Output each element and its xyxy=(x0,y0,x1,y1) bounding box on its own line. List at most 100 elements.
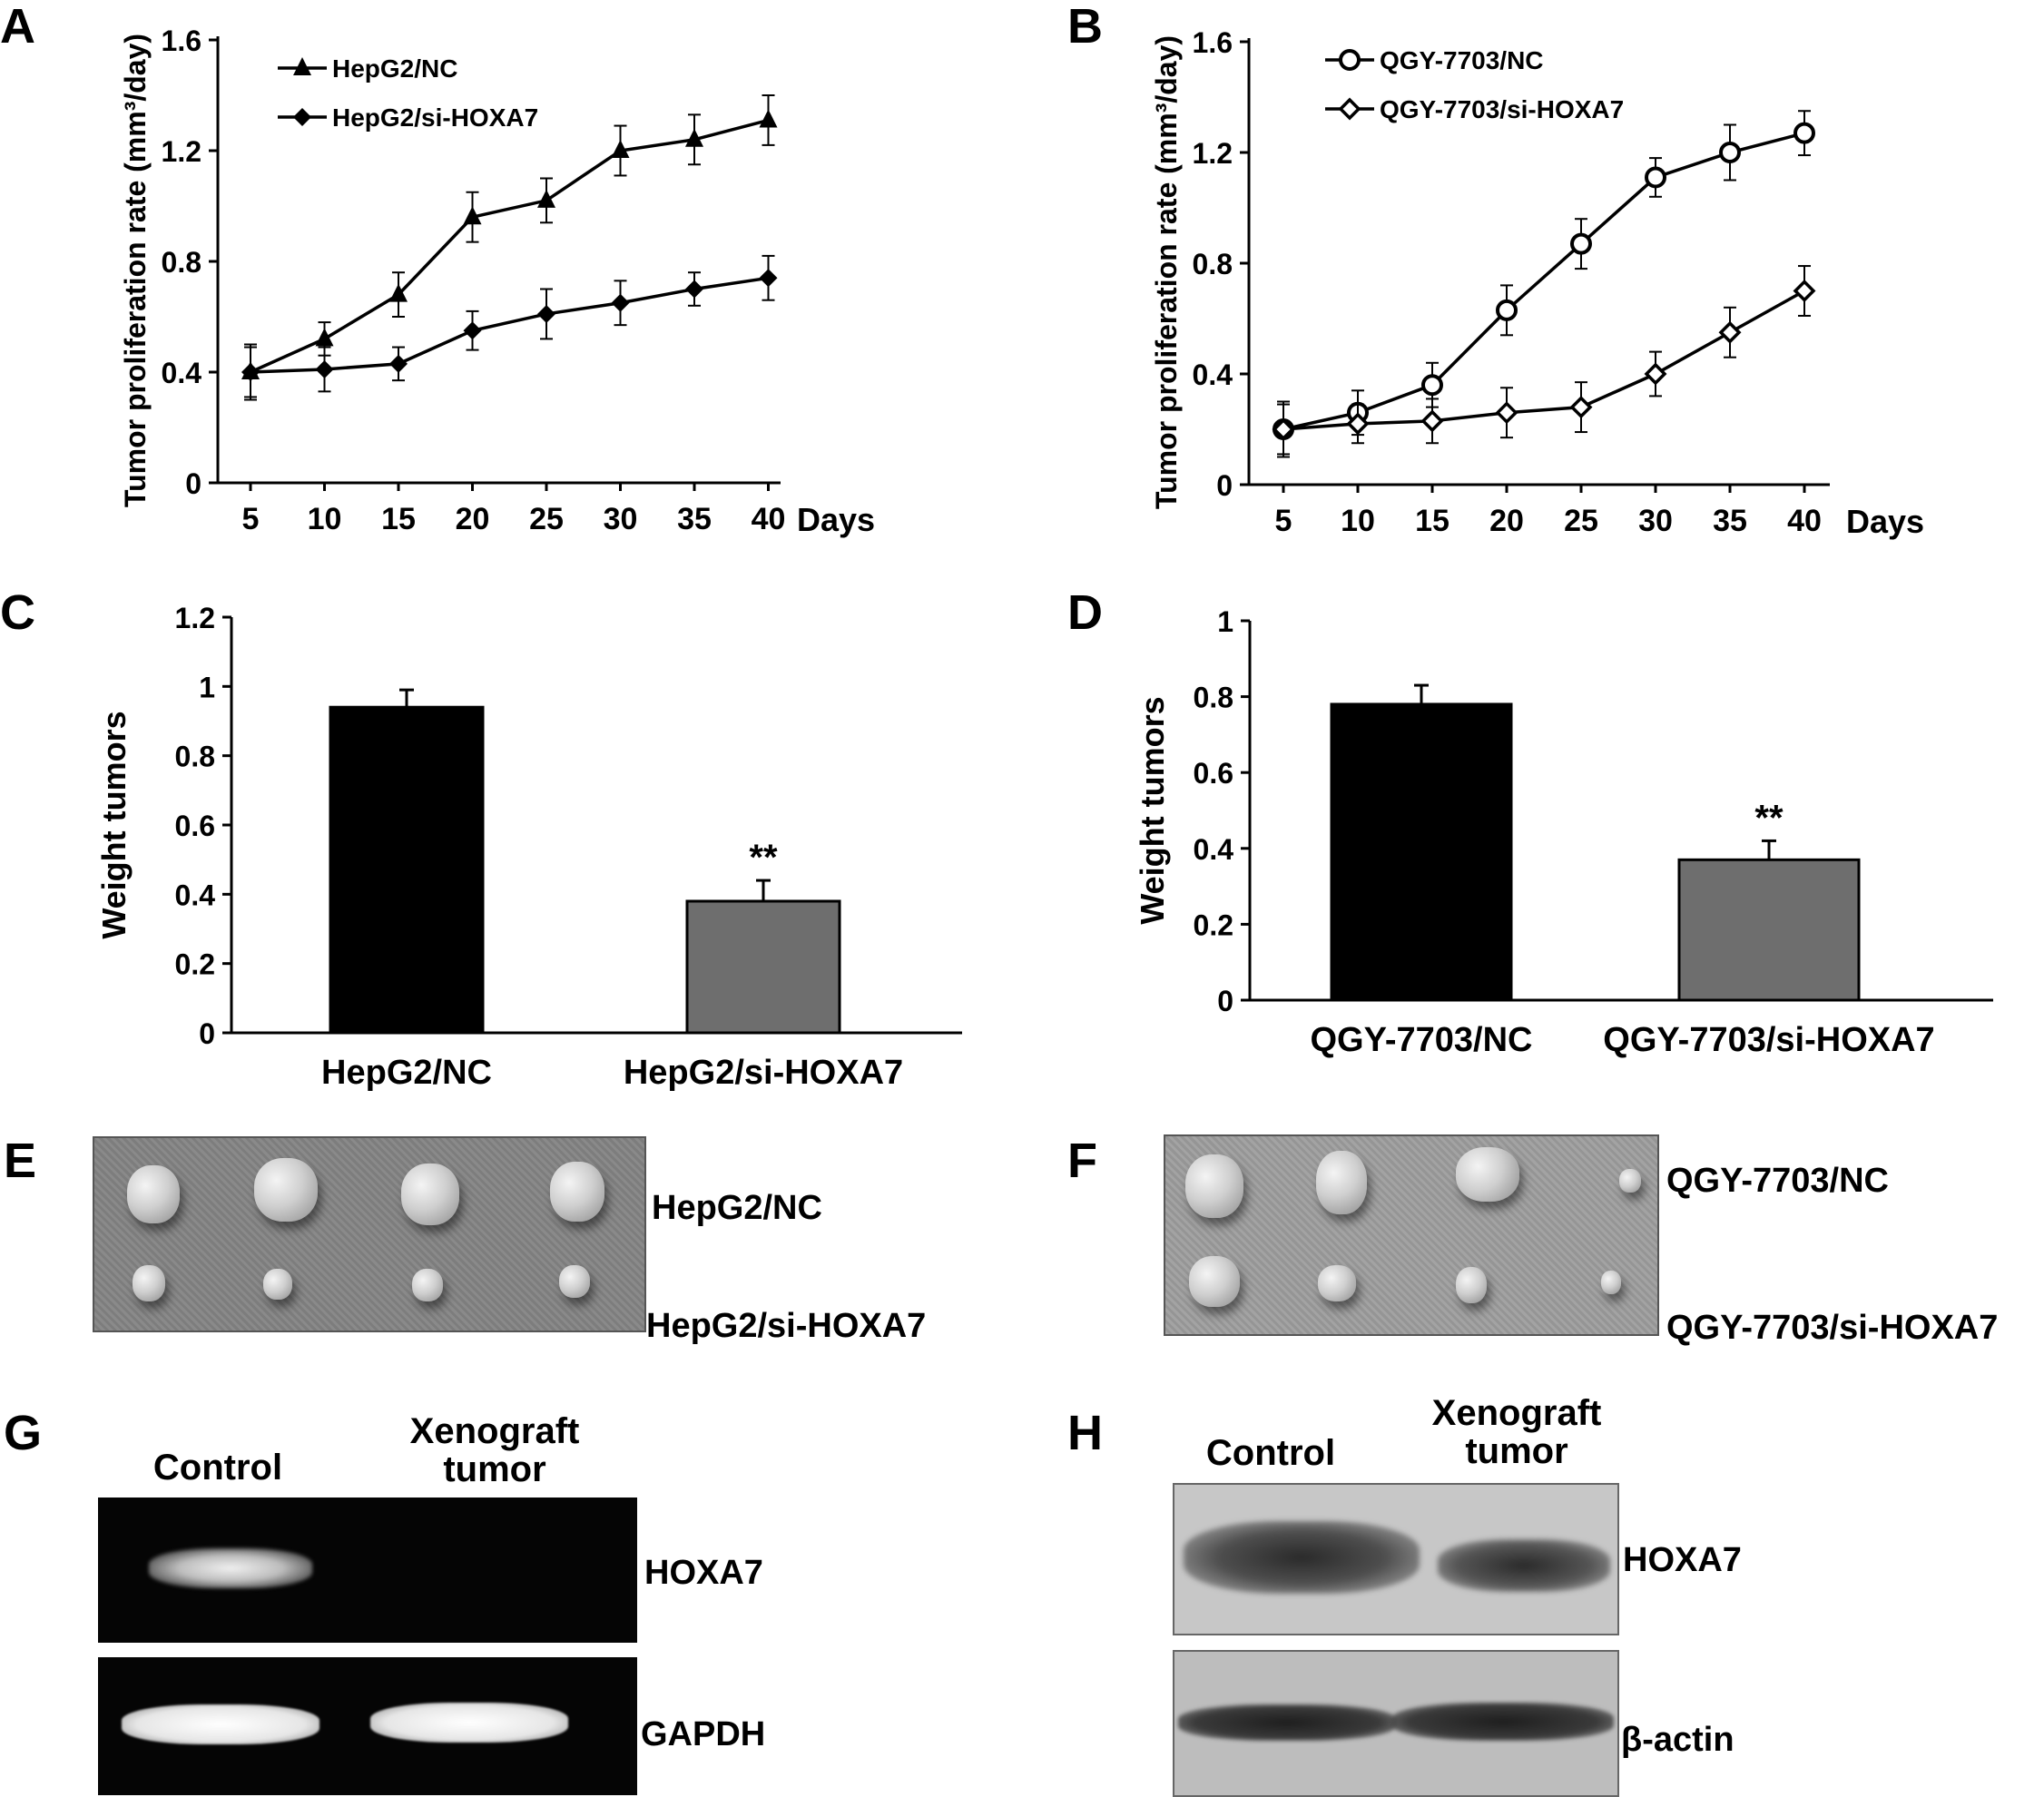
chart-a-series-1-point xyxy=(611,140,630,158)
photo-e-label-nc: HepG2/NC xyxy=(652,1189,822,1227)
chart-b-series-1-point xyxy=(1496,299,1518,321)
chart-b-series-2-point xyxy=(1346,412,1370,436)
chart-d-category-label-1: QGY-7703/NC xyxy=(1311,1021,1533,1059)
chart-b-series-1-point xyxy=(1570,232,1592,255)
chart-c-ytick-label: 0 xyxy=(199,1017,215,1050)
blot-h-hoxa7-band-xenograft xyxy=(1438,1539,1610,1592)
panel-label-a: A xyxy=(0,0,35,54)
chart-a-series-1-point xyxy=(685,128,703,147)
chart-c-ytick-label: 0.4 xyxy=(175,879,216,911)
chart-a-xtick-label: 30 xyxy=(604,502,638,536)
chart-b-series-2-point xyxy=(1644,362,1667,386)
chart-c-category-label-2: HepG2/si-HOXA7 xyxy=(624,1054,903,1092)
chart-a-series-1-point xyxy=(315,328,334,347)
chart-b-series-2-point xyxy=(1569,396,1593,419)
tumor-e-nc-4 xyxy=(550,1162,604,1222)
panel-label-f: F xyxy=(1067,1134,1097,1188)
chart-b-series-1-point xyxy=(1793,122,1815,144)
chart-c-ytick-label: 0.8 xyxy=(175,741,215,773)
gel-g-lane-control: Control xyxy=(152,1448,283,1488)
chart-a-ytick-label: 0 xyxy=(185,467,201,500)
chart-c-ytick-label: 1 xyxy=(199,671,215,703)
panel-label-e: E xyxy=(4,1134,37,1188)
chart-d-ytick-label: 0.2 xyxy=(1194,908,1233,941)
gel-g-hoxa7-band-control xyxy=(149,1548,312,1588)
gel-g-hoxa7 xyxy=(98,1498,637,1643)
bar-chart-d: 0 0.2 0.4 0.6 0.8 1 Weight tumors QGY-7703/NC **… xyxy=(1134,605,1993,1059)
chart-b-series-1-point xyxy=(1645,166,1666,189)
blot-h-label-hoxa7: HOXA7 xyxy=(1623,1541,1742,1579)
chart-b-series-2-line xyxy=(1282,289,1805,431)
gel-g-lane-xenograft: Xenograft tumor xyxy=(409,1411,580,1489)
tumor-e-si-3 xyxy=(412,1269,443,1301)
chart-b-ytick-label: 0.8 xyxy=(1193,248,1233,280)
chart-a-ylabel: Tumor proliferation rate (mm³/day) xyxy=(119,34,152,507)
chart-a-xtick-label: 15 xyxy=(381,502,416,536)
chart-b-series-1-point xyxy=(1421,374,1443,397)
chart-c-ytick-label: 0.6 xyxy=(175,810,215,842)
chart-d-ytick-label: 1 xyxy=(1217,605,1233,638)
chart-a-series-1-point xyxy=(537,189,555,208)
chart-a-legend-label: HepG2/si-HOXA7 xyxy=(332,103,538,132)
chart-c-bar-1 xyxy=(329,705,485,1035)
panel-label-c: C xyxy=(0,585,35,640)
chart-b-ytick-label: 1.2 xyxy=(1193,137,1233,170)
tumor-f-si-4 xyxy=(1601,1271,1621,1294)
line-chart-a: 0 0.4 0.8 1.2 1.6 5 10 15 20 25 30 35 40 Days Tumor pr… xyxy=(119,25,875,538)
chart-d-category-label-2: QGY-7703/si-HOXA7 xyxy=(1603,1021,1934,1059)
chart-d-ytick-label: 0.4 xyxy=(1194,833,1234,866)
chart-a-xtick-label: 5 xyxy=(242,502,260,536)
chart-c-bar-2-significance: ** xyxy=(749,838,778,878)
panel-label-b: B xyxy=(1067,0,1103,54)
chart-c-category-label-1: HepG2/NC xyxy=(321,1054,492,1092)
chart-a-series-2-point xyxy=(685,280,703,299)
tumor-e-nc-1 xyxy=(127,1165,180,1223)
chart-b-series-1-point xyxy=(1719,142,1741,163)
chart-b-series-1-line xyxy=(1282,131,1805,431)
chart-b-series-2-point xyxy=(1718,320,1742,344)
tumor-e-si-4 xyxy=(559,1265,590,1298)
tumor-f-nc-2 xyxy=(1316,1151,1367,1214)
chart-b-xtick-label: 10 xyxy=(1341,504,1375,538)
tumor-f-nc-3 xyxy=(1456,1147,1519,1202)
chart-a-series-1-point xyxy=(389,283,408,302)
chart-a-series-2-point xyxy=(241,363,260,381)
chart-b-legend-label: QGY-7703/si-HOXA7 xyxy=(1380,95,1624,123)
line-chart-b: 0 0.4 0.8 1.2 1.6 5 10 15 20 25 30 35 40 Days Tumor pr… xyxy=(1150,26,1924,540)
gel-g-gapdh-band-xenograft xyxy=(370,1703,568,1743)
chart-a-legend-label: HepG2/NC xyxy=(332,54,457,83)
chart-b-ylabel: Tumor proliferation rate (mm³/day) xyxy=(1150,35,1183,509)
chart-a-series-2-point xyxy=(611,293,630,312)
tumor-f-nc-4 xyxy=(1619,1169,1641,1193)
blot-h-lane-control: Control xyxy=(1205,1433,1336,1473)
chart-d-bar-1 xyxy=(1330,702,1513,1002)
chart-d-bar-2-significance: ** xyxy=(1754,798,1784,838)
chart-b-series-2-point xyxy=(1793,280,1816,302)
chart-d-ytick-label: 0.8 xyxy=(1194,682,1233,714)
chart-d-ytick-label: 0.6 xyxy=(1194,757,1233,790)
chart-a-series-2-point xyxy=(463,321,482,340)
chart-b-ytick-label: 0 xyxy=(1216,469,1233,502)
chart-b-ytick-label: 0.4 xyxy=(1193,358,1233,391)
chart-c-ylabel: Weight tumors xyxy=(95,711,133,938)
chart-b-legend-marker xyxy=(1338,97,1361,121)
chart-a-ytick-label: 0.8 xyxy=(162,246,201,279)
chart-b-xtick-label: 40 xyxy=(1787,504,1822,538)
blot-h-hoxa7-band-control xyxy=(1184,1521,1420,1594)
gel-g-gapdh xyxy=(98,1657,637,1795)
tumor-f-si-3 xyxy=(1456,1267,1487,1303)
chart-a-series-1-point xyxy=(463,206,482,225)
chart-b-xtick-label: 20 xyxy=(1489,504,1524,538)
tumor-photo-e xyxy=(93,1136,646,1332)
chart-a-ytick-label: 1.6 xyxy=(162,25,201,57)
chart-b-xtick-label: 15 xyxy=(1415,504,1449,538)
chart-a-legend-marker xyxy=(293,108,311,126)
chart-d-ytick-label: 0 xyxy=(1217,985,1233,1017)
gel-g-label-hoxa7: HOXA7 xyxy=(644,1554,763,1592)
chart-b-series-2-point xyxy=(1420,409,1444,433)
blot-h-label-bactin: β-actin xyxy=(1621,1721,1734,1759)
photo-e-label-si: HepG2/si-HOXA7 xyxy=(646,1307,927,1345)
chart-d-bar-2 xyxy=(1677,858,1861,1002)
gel-g-label-gapdh: GAPDH xyxy=(641,1715,766,1753)
chart-a-legend-marker xyxy=(293,57,311,75)
